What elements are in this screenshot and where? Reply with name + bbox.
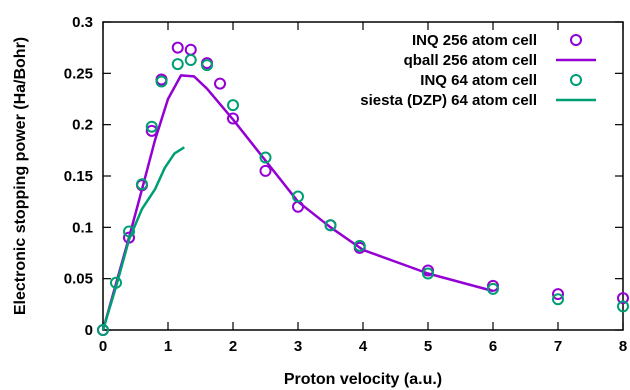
data-point (184, 53, 197, 66)
x-tick-label: 4 (359, 338, 368, 355)
data-point (201, 59, 213, 72)
legend-label: INQ 256 atom cell (412, 32, 537, 49)
data-point (324, 219, 337, 232)
data-point (171, 58, 184, 71)
y-tick-label: 0.2 (72, 117, 93, 134)
legend: INQ 256 atom cell qball 256 atom cell INQ … (360, 32, 596, 109)
series-3 (101, 146, 185, 331)
x-tick-label: 8 (619, 338, 627, 355)
legend-marker-swatch (570, 34, 582, 46)
data-point (227, 112, 239, 125)
y-tick-label: 0 (85, 322, 93, 339)
y-tick-label: 0.1 (72, 219, 93, 236)
legend-label: qball 256 atom cell (404, 52, 537, 69)
series-2 (97, 53, 629, 336)
data-point (145, 120, 158, 133)
data-point (155, 75, 168, 88)
y-tick-label: 0.25 (64, 65, 93, 82)
data-point (184, 43, 197, 56)
y-tick-label: 0.05 (64, 271, 93, 288)
data-point (259, 164, 272, 177)
series-layer (97, 41, 629, 336)
x-tick-label: 6 (489, 338, 497, 355)
axis-ticks (102, 21, 624, 331)
series-1 (101, 74, 494, 331)
series-0 (97, 41, 629, 336)
data-point (259, 151, 272, 164)
data-point (227, 99, 239, 112)
data-point (353, 239, 366, 252)
data-point (552, 293, 564, 306)
data-point (487, 282, 499, 295)
data-point (97, 324, 109, 336)
data-point (292, 190, 304, 203)
x-tick-label: 7 (554, 338, 562, 355)
series-line (101, 146, 185, 331)
x-tick-label: 0 (99, 338, 107, 355)
data-point (617, 300, 629, 313)
x-axis-label: Proton velocity (a.u.) (284, 371, 442, 388)
x-tick-label: 3 (294, 338, 302, 355)
legend-label: INQ 64 atom cell (420, 72, 537, 89)
data-point (214, 77, 226, 90)
x-tick-label: 2 (229, 338, 237, 355)
data-point (422, 267, 434, 280)
data-point (123, 225, 135, 238)
y-tick-label: 0.3 (72, 14, 93, 31)
x-tick-label: 1 (164, 338, 172, 355)
x-tick-label: 5 (424, 338, 432, 355)
series-line (101, 74, 494, 331)
y-tick-label: 0.15 (64, 168, 93, 185)
data-point (136, 178, 148, 191)
data-point (617, 292, 629, 305)
tick-labels: 0 1 2 3 4 5 6 7 8 0 0.05 0.1 0.15 0.2 0.25 0.3 (64, 14, 627, 355)
legend-label: siesta (DZP) 64 atom cell (360, 92, 537, 109)
y-axis-label: Electronic stopping power (Ha/Bohr) (12, 37, 29, 315)
data-point (171, 41, 184, 54)
data-point (552, 288, 564, 301)
legend-marker-swatch (570, 74, 582, 86)
